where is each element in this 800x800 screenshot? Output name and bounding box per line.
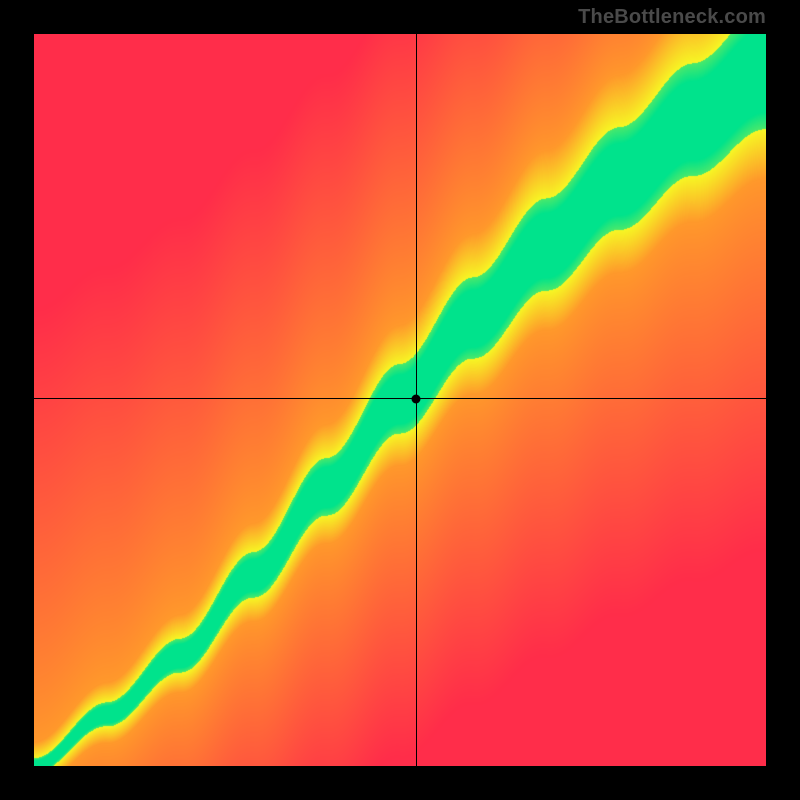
chart-frame: TheBottleneck.com (0, 0, 800, 800)
heatmap-canvas (34, 34, 766, 766)
data-point-marker (412, 394, 421, 403)
watermark-text: TheBottleneck.com (578, 6, 766, 29)
plot-area (34, 34, 766, 766)
crosshair-horizontal (34, 398, 766, 399)
